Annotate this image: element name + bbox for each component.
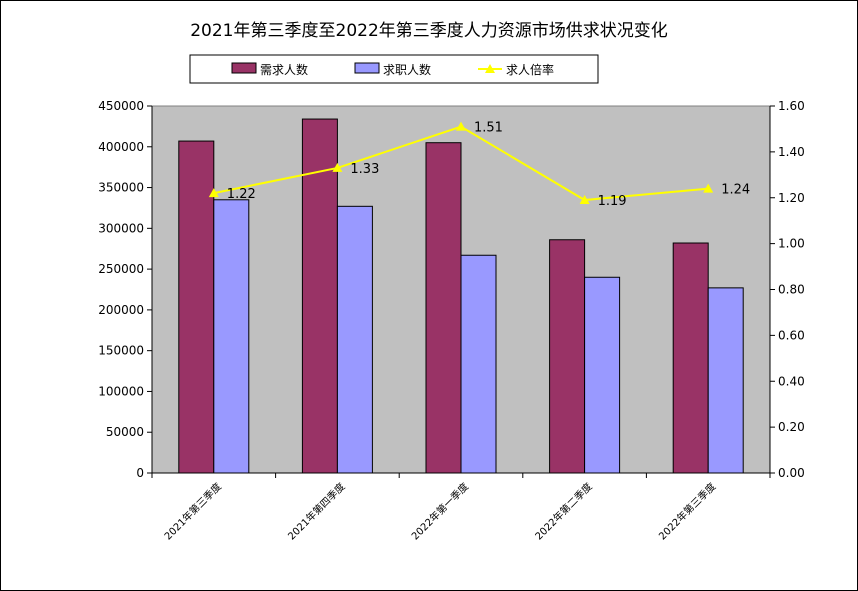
y-left-tick-label: 350000 xyxy=(98,181,144,195)
legend-label: 求人倍率 xyxy=(506,62,554,77)
ratio-data-label: 1.33 xyxy=(350,162,379,177)
ratio-marker xyxy=(579,195,590,205)
y-right-tick-label: 0.80 xyxy=(778,283,805,297)
bar-applicants xyxy=(584,276,621,474)
bar-applicants xyxy=(336,205,373,474)
legend-marker xyxy=(485,64,495,73)
legend-swatch xyxy=(231,62,257,74)
legend-box xyxy=(189,54,599,84)
y-right-tick-label: 0.00 xyxy=(778,466,805,480)
ratio-data-label: 1.51 xyxy=(474,121,503,136)
y-right-tick-label: 1.20 xyxy=(778,191,805,205)
chart-title: 2021年第三季度至2022年第三季度人力资源市场供求状况变化 xyxy=(190,21,668,41)
y-left-tick-label: 100000 xyxy=(98,384,144,398)
ratio-marker xyxy=(332,162,343,172)
y-left-tick-label: 150000 xyxy=(98,344,144,358)
y-right-tick-label: 0.40 xyxy=(778,374,805,388)
y-left-tick-label: 250000 xyxy=(98,262,144,276)
bar-applicants xyxy=(707,287,744,474)
legend-swatch xyxy=(354,62,380,74)
plot-area: 0 50000 100000 150000 200000 250000 300000 3500… xyxy=(98,99,805,542)
y-right-tick-label: 1.60 xyxy=(778,99,805,113)
bar-demand xyxy=(301,118,338,474)
bar-demand xyxy=(178,140,215,474)
y-left-tick-label: 300000 xyxy=(98,221,144,235)
ratio-marker xyxy=(703,183,714,193)
y-right-tick-label: 0.20 xyxy=(778,420,805,434)
legend-label: 求职人数 xyxy=(383,62,431,77)
legend: 需求人数 求职人数 求人倍率 xyxy=(189,54,599,84)
legend-label: 需求人数 xyxy=(260,62,308,77)
ratio-data-label: 1.22 xyxy=(227,187,256,202)
ratio-marker xyxy=(208,188,219,198)
bar-applicants xyxy=(213,199,250,474)
ratio-data-label: 1.19 xyxy=(598,194,627,209)
bar-demand xyxy=(672,242,709,474)
y-left-tick-label: 400000 xyxy=(98,140,144,154)
y-right-tick-label: 1.00 xyxy=(778,237,805,251)
bar-applicants xyxy=(460,254,497,474)
y-left-tick-label: 450000 xyxy=(98,99,144,113)
bar-demand xyxy=(549,239,586,474)
ratio-data-label: 1.24 xyxy=(721,183,750,198)
y-right-tick-label: 0.60 xyxy=(778,328,805,342)
ratio-marker xyxy=(456,121,466,131)
y-left-tick-label: 50000 xyxy=(106,425,144,439)
y-left-tick-label: 0 xyxy=(136,466,144,480)
y-left-tick-label: 200000 xyxy=(98,303,144,317)
bar-demand xyxy=(425,142,462,474)
y-right-tick-label: 1.40 xyxy=(778,145,805,159)
